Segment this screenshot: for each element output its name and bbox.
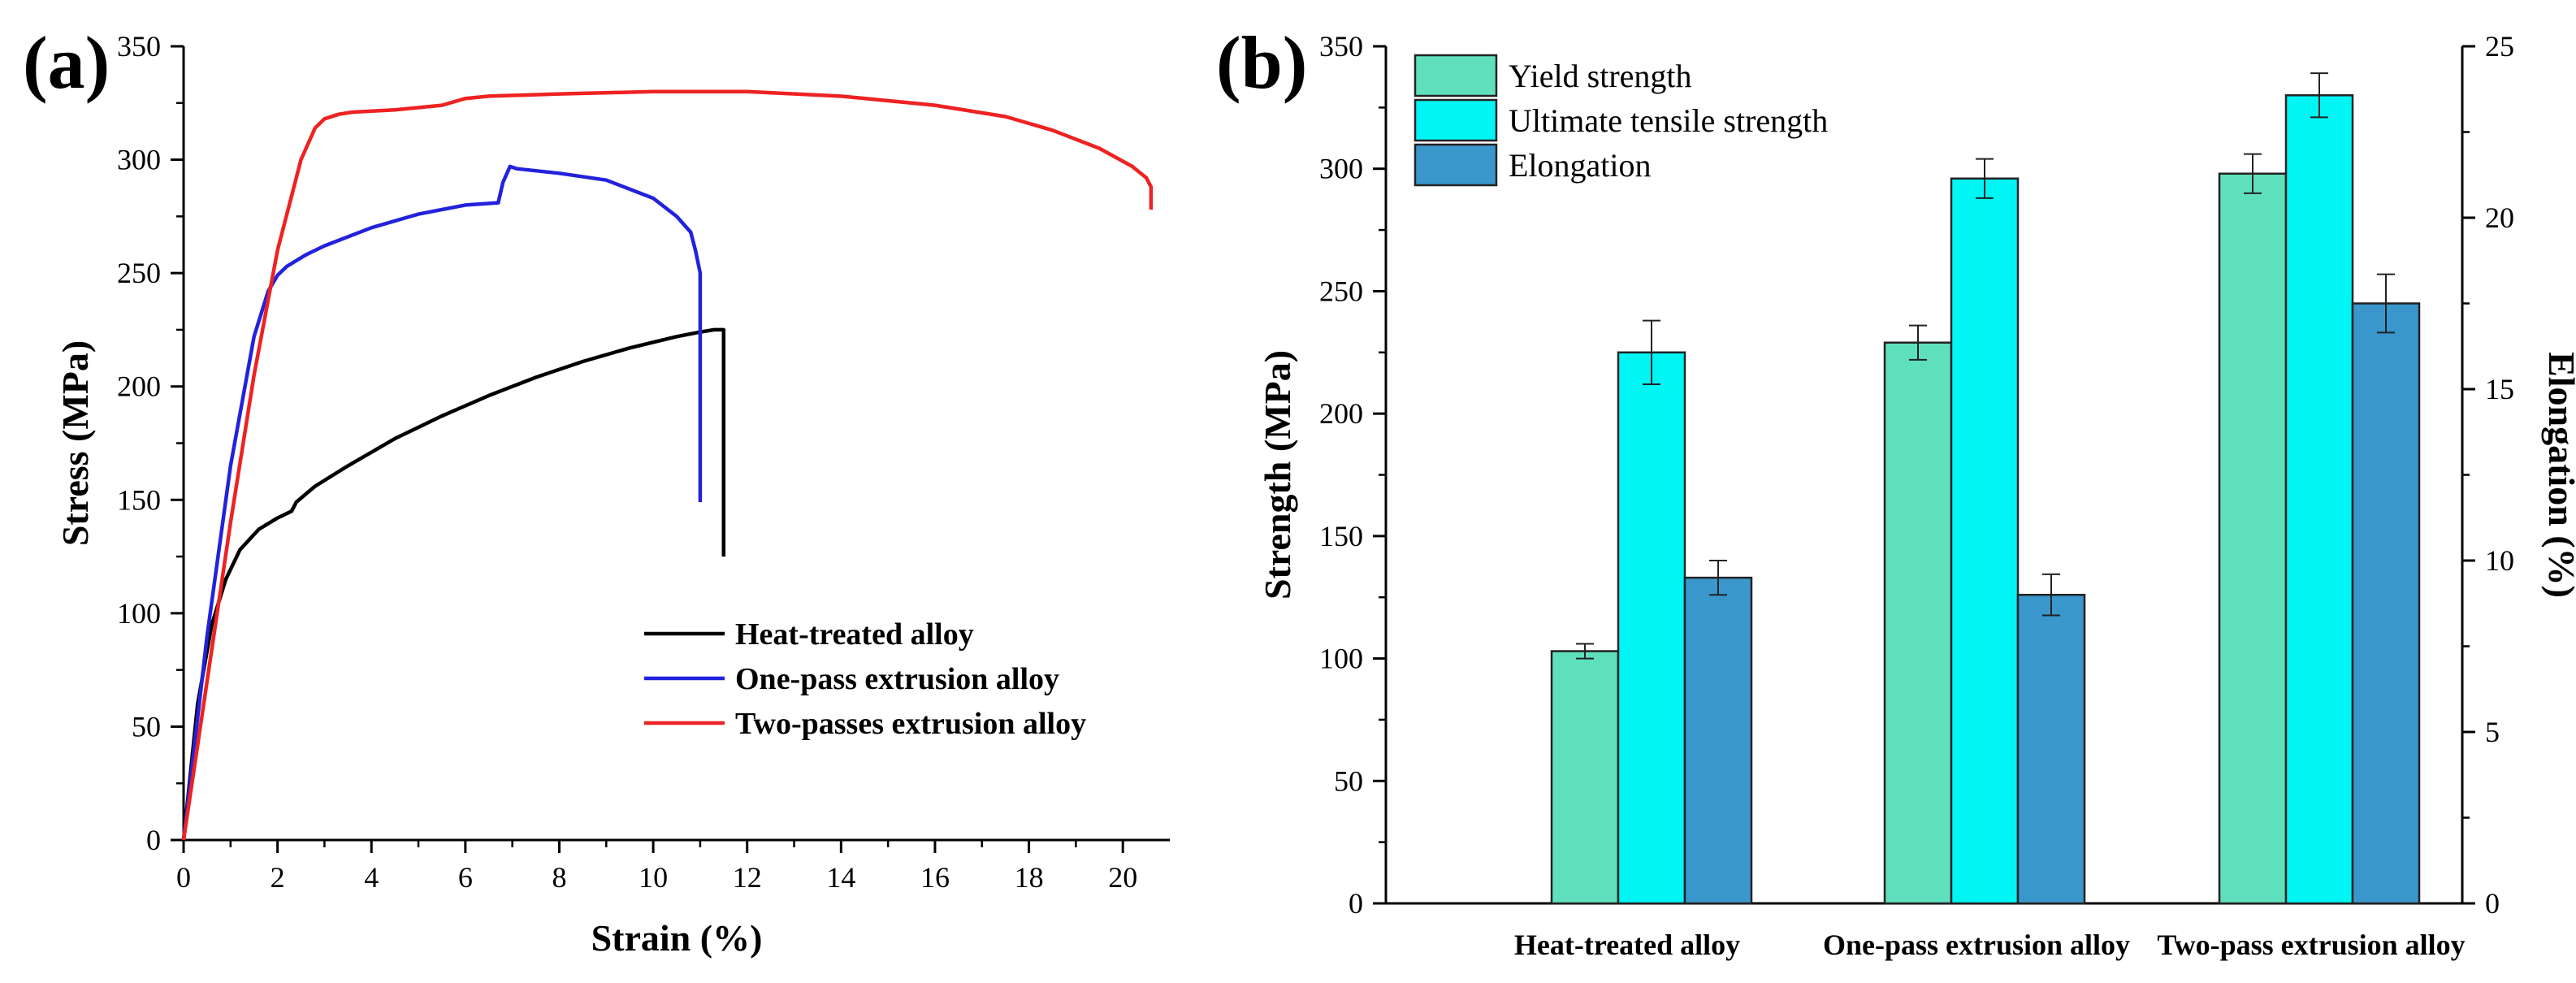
panel-a-y-tick-label: 300 (117, 144, 161, 176)
bar-1-0 (1617, 351, 1686, 905)
panel-b-bars: Heat-treated alloy One-pass extrusion all… (1514, 72, 2466, 961)
panel-a-x-tick-label: 6 (458, 861, 473, 894)
legend-swatch-2 (1414, 143, 1498, 187)
legend-swatch-1 (1414, 98, 1498, 142)
panel-b-right-tick-label: 5 (2485, 716, 2500, 748)
panel-b-left-tick-label: 50 (1334, 764, 1363, 797)
panel-a-x-tick-label: 10 (639, 861, 668, 894)
panel-b-right-axis-title: Elongation (%) (2541, 352, 2576, 598)
legend-label-1: Ultimate tensile strength (1509, 102, 1828, 139)
panel-b-left-tick-label: 250 (1319, 275, 1363, 307)
panel-b-left-tick-label: 150 (1319, 520, 1363, 552)
panel-a-line-chart: (a) 0 2 4 6 8 10 12 14 16 18 200501001502002503003… (23, 21, 1170, 959)
panel-b-right-tick-label: 20 (2485, 201, 2514, 234)
bar-2-0 (1683, 576, 1753, 905)
bar-2-1 (2016, 593, 2086, 905)
panel-a-y-tick-label: 200 (117, 370, 161, 403)
panel-b-right-tick-label: 0 (2485, 887, 2500, 920)
panel-b-right-tick-label: 25 (2485, 30, 2514, 63)
panel-a-label: (a) (23, 21, 110, 104)
series-line-2 (181, 89, 1154, 841)
legend-label-1: One-pass extrusion alloy (735, 662, 1059, 696)
bar-1-2 (2284, 94, 2354, 905)
panel-a-y-tick-label: 150 (117, 483, 161, 516)
panel-b-bar-chart: (b) 0 50 100 150 200 250 300 350 0 5 10 15 20 25 Heat… (1216, 21, 2576, 961)
panel-b-right-tick-label: 15 (2485, 373, 2514, 405)
panel-a-y-tick-label: 0 (146, 824, 161, 856)
panel-a-x-tick-label: 0 (176, 861, 191, 894)
legend-label-0: Heat-treated alloy (735, 617, 974, 652)
panel-a-y-axis-title: Stress (MPa) (54, 340, 96, 546)
panel-b-left-tick-label: 350 (1319, 30, 1363, 63)
panel-b-left-axis-title: Strength (MPa) (1257, 350, 1298, 600)
panel-a-x-tick-label: 16 (920, 861, 950, 894)
legend-label-2: Two-passes extrusion alloy (735, 707, 1086, 741)
panel-b-left-tick-label: 300 (1319, 153, 1363, 185)
bar-1-1 (1950, 177, 2020, 905)
panel-a-series-lines (181, 89, 1154, 841)
category-label-2: Two-pass extrusion alloy (2157, 929, 2465, 961)
bar-0-1 (1883, 341, 1953, 905)
panel-a-x-tick-label: 18 (1015, 861, 1044, 894)
panel-a-x-tick-label: 14 (826, 861, 855, 894)
panel-a-y-tick-label: 250 (117, 257, 161, 289)
category-label-0: Heat-treated alloy (1514, 929, 1740, 961)
panel-b-label: (b) (1216, 21, 1307, 104)
legend-swatch-0 (1414, 54, 1498, 97)
panel-a-x-tick-label: 2 (271, 861, 285, 894)
series-line-1 (181, 164, 703, 841)
panel-a-x-tick-label: 12 (733, 861, 762, 894)
panel-a-x-axis-title: Strain (%) (591, 917, 763, 959)
panel-b-legend: Yield strength Ultimate tensile strength E… (1414, 54, 1828, 187)
panel-a-x-tick-label: 20 (1108, 861, 1137, 894)
bar-0-2 (2218, 172, 2288, 905)
category-label-1: One-pass extrusion alloy (1823, 929, 2130, 961)
series-line-0 (181, 327, 726, 841)
panel-a-y-tick-label: 350 (117, 30, 161, 63)
panel-b-left-tick-label: 200 (1319, 397, 1363, 430)
panel-a-x-tick-label: 8 (552, 861, 566, 894)
panel-b-left-tick-label: 0 (1349, 887, 1363, 920)
bar-2-2 (2351, 302, 2421, 905)
panel-b-right-tick-label: 10 (2485, 544, 2514, 577)
panel-a-y-tick-label: 100 (117, 597, 161, 630)
panel-a-x-tick-label: 4 (364, 861, 379, 894)
legend-label-0: Yield strength (1509, 58, 1692, 94)
bar-0-0 (1550, 650, 1620, 905)
panel-b-left-tick-label: 100 (1319, 643, 1363, 675)
panel-a-y-tick-label: 50 (132, 710, 161, 743)
legend-label-2: Elongation (1509, 147, 1652, 184)
panel-a-legend: Heat-treated alloy One-pass extrusion all… (644, 617, 1086, 741)
